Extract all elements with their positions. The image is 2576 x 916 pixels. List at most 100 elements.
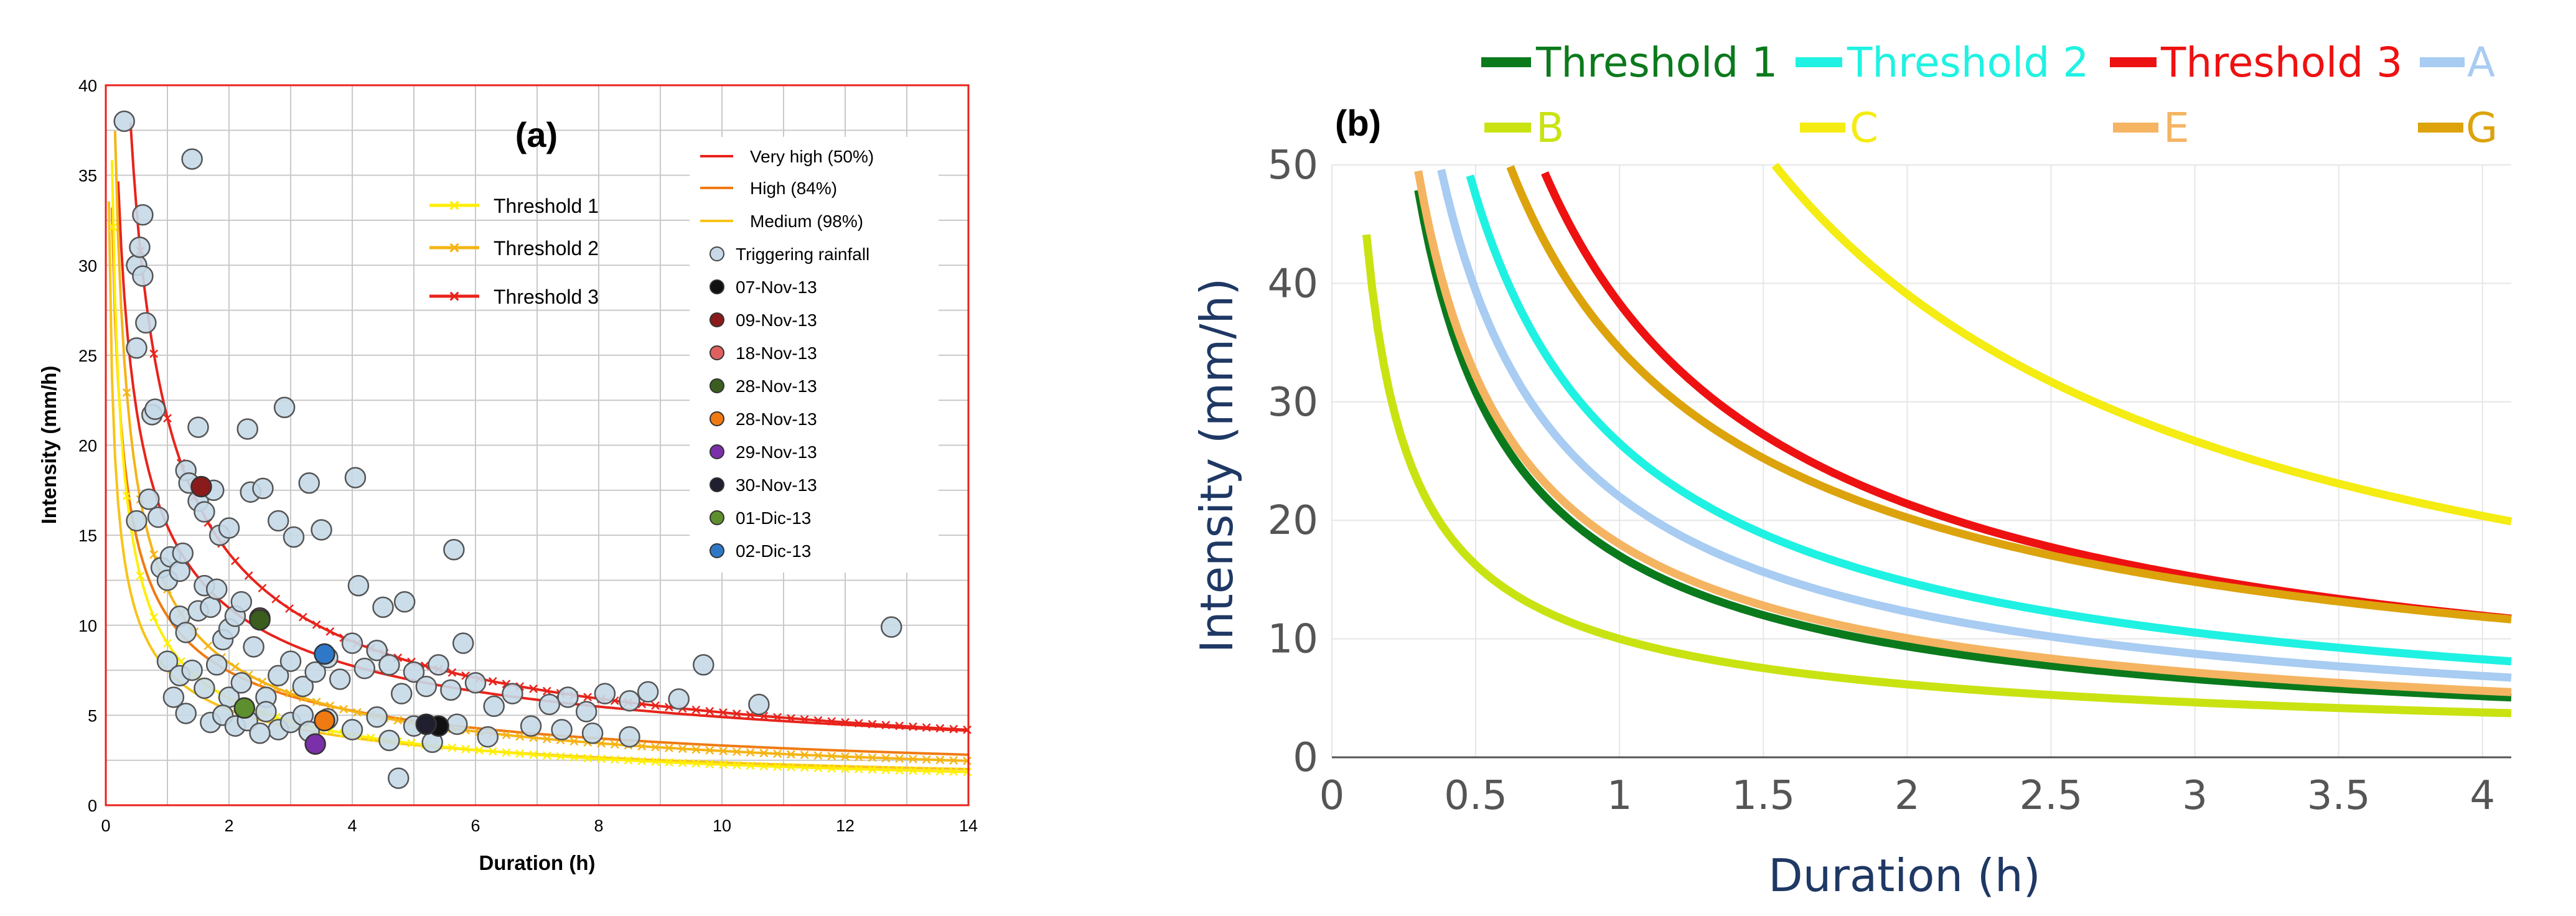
- panel-a-curve-marker: [163, 414, 172, 423]
- panel-a-curve-marker: [922, 755, 931, 764]
- panel-a-xtick-label: 12: [836, 816, 855, 835]
- panel-a-curve-marker: [488, 747, 497, 756]
- panel-a-xtick-label: 14: [959, 816, 978, 835]
- legend-b-c: C: [1800, 104, 1878, 152]
- panel-a-event-point: [314, 643, 335, 665]
- panel-a-curve-marker: [705, 759, 714, 769]
- panel-a-curve-marker: [529, 685, 538, 693]
- panel-a-rainfall-point: [187, 416, 209, 438]
- panel-a-rainfall-point: [292, 675, 314, 698]
- panel-a-rainfall-point: [619, 689, 640, 712]
- panel-a-curve-marker: [922, 767, 931, 775]
- panel-b-xtick-label: 0.5: [1444, 773, 1507, 819]
- panel-a-xlabel: Duration (h): [479, 851, 596, 874]
- panel-a-curve-marker: [597, 754, 606, 764]
- panel-a-rainfall-point: [347, 574, 370, 597]
- legend-threshold-3-marker: ×: [449, 286, 460, 307]
- panel-a-rainfall-point: [594, 683, 616, 704]
- legend-event-label: 30-Nov-13: [736, 475, 817, 495]
- panel-b-ytick-label: 10: [1268, 617, 1318, 663]
- panel-a-curve-marker: [949, 756, 958, 765]
- panel-a-rainfall-point: [366, 706, 388, 728]
- panel-a-curve-marker: [231, 556, 240, 566]
- panel-a-curve-marker: [542, 751, 551, 760]
- panel-a-rainfall-point: [218, 517, 240, 539]
- legend-b-e: E: [2113, 104, 2190, 152]
- panel-a-curve-marker: [312, 698, 321, 706]
- panel-b-ytick-label: 20: [1268, 498, 1318, 544]
- panel-a-rainfall-point: [483, 695, 505, 717]
- panel-a-rainfall-point: [538, 693, 561, 716]
- panel-a-label: (a): [515, 115, 558, 154]
- legend-very-high: Very high (50%): [700, 147, 874, 166]
- panel-a-curve-2: [110, 207, 969, 756]
- panel-a-ytick-label: 35: [78, 167, 97, 185]
- panel-a-curve-marker: [813, 716, 823, 725]
- panel-a-ticks: 0 2 4 6 8 10 12 14 0 5 10 15 20 25 30 35 40: [78, 77, 978, 835]
- panel-a-rainfall-point: [138, 488, 160, 510]
- panel-a-curve-marker: [773, 749, 782, 759]
- legend-triggering-rainfall-marker: [710, 246, 724, 261]
- panel-a-rainfall-point: [243, 636, 265, 658]
- panel-a-curve-marker: [664, 758, 673, 767]
- panel-a-curve-marker: [244, 571, 253, 580]
- panel-a-rainfall-point: [378, 654, 400, 676]
- legend-threshold-2-marker: ×: [449, 238, 460, 258]
- panel-a-rainfall-point: [230, 672, 253, 694]
- panel-a-curve-marker: [651, 701, 660, 710]
- panel-a-points: [113, 110, 902, 789]
- panel-a-curve-marker: [136, 571, 145, 581]
- panel-b-series-e: [1414, 170, 2512, 696]
- panel-a-curve-marker: [935, 767, 945, 776]
- panel-a-curve-marker: [542, 686, 551, 696]
- panel-a-rainfall-point: [113, 110, 135, 133]
- panel-a-frame: [105, 84, 970, 806]
- panel-a-curve-marker: [868, 753, 877, 762]
- panel-a-curve-marker: [624, 755, 633, 765]
- panel-a-rainfall-point: [126, 337, 148, 359]
- panel-a-rainfall-point: [477, 726, 499, 748]
- legend-b-g-label: G: [2466, 104, 2498, 152]
- panel-a-curve-marker: [813, 764, 823, 772]
- panel-a-curve-marker: [339, 704, 349, 714]
- legend-event-label: 29-Nov-13: [736, 442, 817, 462]
- legend-b-threshold-1-label: Threshold 1: [1535, 39, 1777, 86]
- panel-a-curve-marker: [651, 757, 660, 766]
- panel-a-xtick-label: 6: [471, 816, 480, 835]
- panel-a-rainfall-point: [551, 719, 573, 741]
- legend-b-threshold-3: Threshold 3: [2110, 39, 2402, 86]
- panel-b-ytick-label: 0: [1293, 735, 1318, 781]
- panel-a-curve-marker: [583, 693, 592, 702]
- panel-a-rainfall-point: [693, 654, 714, 676]
- legend-event-marker: [710, 444, 724, 459]
- panel-b-xtick-label: 1.5: [1731, 773, 1795, 819]
- legend-event-label: 18-Nov-13: [736, 344, 817, 363]
- panel-a-ytick-label: 15: [78, 526, 97, 545]
- panel-a-rainfall-point: [557, 686, 579, 708]
- panel-a-rainfall-point: [205, 578, 228, 601]
- legend-threshold-1-marker: ×: [449, 195, 460, 216]
- panel-a-curve-marker: [786, 714, 795, 723]
- panel-a-rainfall-point: [748, 693, 770, 716]
- panel-a-xtick-label: 8: [594, 816, 603, 835]
- panel-b-xtick-label: 0: [1319, 773, 1345, 819]
- panel-a-curve-marker: [909, 754, 917, 764]
- panel-a-curve-marker: [678, 759, 687, 767]
- panel-a-rainfall-point: [194, 677, 215, 699]
- legend-event-label: 09-Nov-13: [736, 311, 817, 330]
- panel-a-curve-marker: [895, 765, 904, 775]
- panel-b-series-g: [1506, 165, 2512, 624]
- panel-a-rainfall-point: [175, 703, 197, 724]
- panel-a-rainfall-point: [388, 767, 410, 789]
- panel-b-xlabel: Duration (h): [1768, 849, 2040, 902]
- panel-a-curve-marker: [488, 677, 497, 686]
- legend-b-a: A: [2420, 39, 2495, 86]
- panel-a-rainfall-point: [329, 668, 351, 690]
- panel-a-rainfall-point: [237, 418, 258, 440]
- legend-b-c-label: C: [1850, 104, 1878, 152]
- panel-a-curve-marker: [569, 753, 579, 762]
- panel-a-curve-marker: [705, 707, 714, 716]
- panel-a-rainfall-point: [452, 632, 474, 654]
- panel-a-rainfall-point: [279, 650, 302, 672]
